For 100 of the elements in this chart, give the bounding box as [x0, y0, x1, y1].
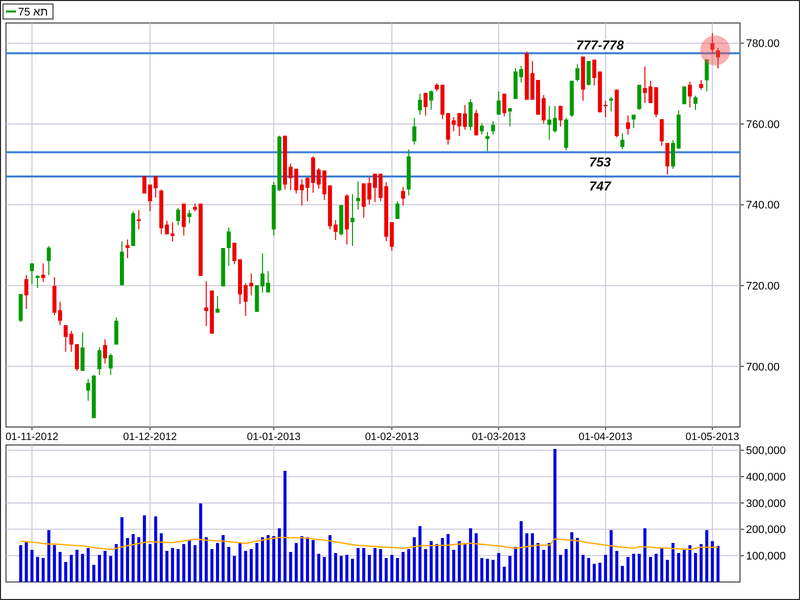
candlestick [609, 96, 614, 112]
bar [204, 537, 208, 582]
bar [492, 560, 495, 582]
bar [222, 535, 225, 582]
bar [508, 556, 512, 582]
candlestick [688, 81, 692, 108]
bar [47, 530, 50, 582]
bar [390, 554, 394, 582]
candlestick [182, 203, 186, 236]
bar [649, 556, 652, 582]
bar [86, 548, 90, 582]
bar [70, 554, 73, 582]
bar [710, 541, 714, 582]
bar [306, 537, 309, 582]
bar [469, 528, 472, 582]
bar [289, 552, 292, 582]
bar [24, 542, 28, 582]
candlestick [412, 117, 416, 146]
bar [42, 558, 45, 582]
bar [120, 517, 124, 582]
bar [52, 545, 56, 582]
x-tick-label: 01-03-2013 [472, 431, 526, 443]
bar [176, 549, 180, 582]
bar [137, 537, 140, 582]
bar [604, 554, 608, 582]
candlestick [429, 90, 434, 110]
bar [570, 532, 574, 582]
bar [356, 548, 360, 582]
bar [368, 554, 371, 582]
candlestick [424, 92, 428, 116]
candlestick [401, 186, 406, 206]
bar [300, 536, 304, 582]
bar [514, 546, 518, 582]
bar [250, 549, 253, 582]
bar [98, 554, 101, 582]
candlestick [502, 93, 506, 117]
candlestick [491, 120, 496, 136]
bar [682, 550, 686, 582]
bar [643, 528, 646, 582]
ref-line-label: 777-778 [576, 37, 625, 52]
bar [255, 543, 258, 582]
candlestick [716, 48, 720, 69]
candlestick [620, 132, 624, 150]
x-tick-label: 01-12-2012 [123, 431, 178, 443]
candlestick [103, 338, 108, 364]
bar [261, 537, 264, 582]
y-tick-label: 200,000 [746, 524, 786, 536]
bar [688, 545, 692, 582]
bar [502, 566, 506, 582]
candlestick [496, 90, 501, 116]
bar [564, 549, 568, 582]
legend-label: תא 75 [18, 6, 48, 18]
candlestick [474, 109, 478, 136]
line-series [20, 536, 719, 550]
candlestick [356, 180, 360, 210]
bar [480, 558, 484, 582]
bar [582, 554, 585, 582]
bar [272, 536, 276, 582]
bar [30, 550, 34, 582]
candlestick [558, 105, 563, 127]
bar [705, 530, 708, 582]
bar [384, 558, 388, 582]
bar [104, 550, 107, 582]
bar [486, 558, 489, 582]
candlestick [660, 118, 664, 146]
bar [340, 556, 343, 582]
candlestick [694, 95, 698, 110]
bar [328, 535, 332, 582]
candlestick [249, 272, 254, 296]
bar [402, 552, 405, 582]
candlestick [586, 60, 591, 86]
bar [64, 562, 68, 582]
candlestick [97, 346, 102, 376]
bar [559, 554, 562, 582]
candlestick [30, 262, 34, 285]
candlestick [176, 208, 180, 226]
y-tick-label: 720.00 [746, 280, 780, 292]
bar [548, 543, 551, 582]
bar [424, 549, 428, 582]
bar [407, 549, 410, 582]
bar [463, 543, 466, 582]
bar [317, 554, 320, 582]
candlestick [46, 246, 51, 276]
candlestick [136, 210, 141, 230]
candlestick [665, 142, 670, 175]
bar [232, 556, 236, 582]
candlestick [114, 317, 118, 346]
candlestick [36, 274, 40, 289]
bar [284, 470, 286, 582]
x-tick-label: 01-02-2013 [364, 431, 419, 443]
bar [660, 548, 664, 582]
bar [109, 556, 112, 582]
candlestick [508, 108, 512, 127]
bar [610, 530, 613, 582]
bar [418, 526, 422, 582]
bar [373, 548, 376, 582]
bar [700, 544, 703, 582]
bar [440, 538, 444, 582]
candlestick [216, 296, 220, 314]
y-tick-label: 740.00 [746, 200, 780, 212]
